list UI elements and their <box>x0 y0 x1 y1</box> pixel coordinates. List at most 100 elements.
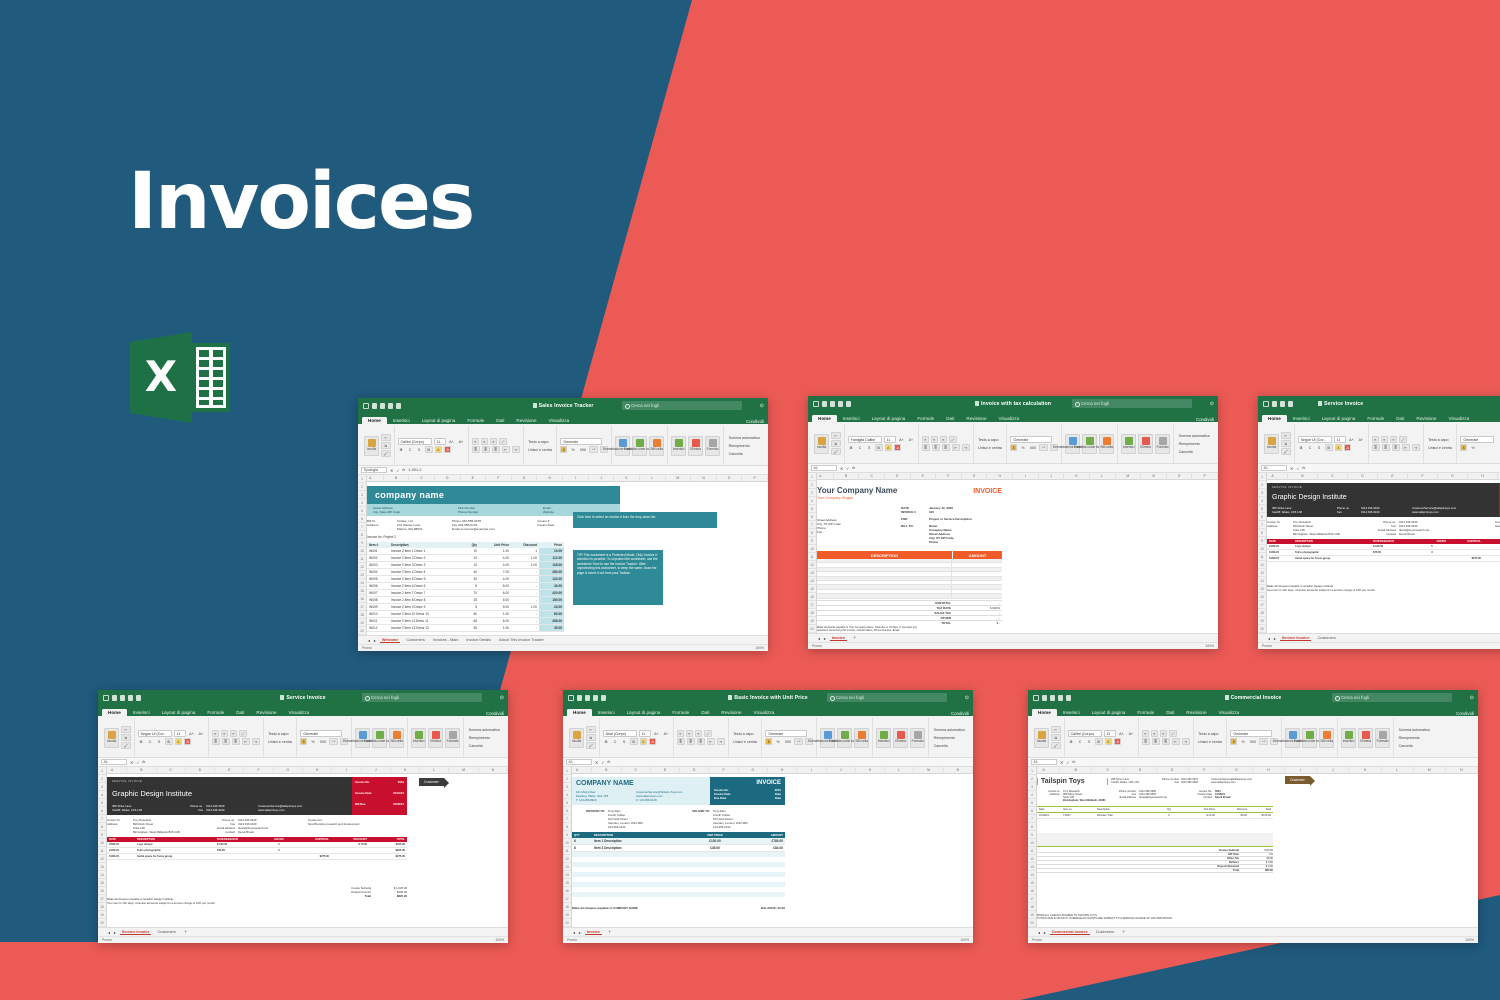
percent-button[interactable]: % <box>311 739 315 744</box>
clear-button[interactable]: Cancella <box>468 743 483 748</box>
quick-access-toolbar[interactable] <box>358 402 401 409</box>
table-row[interactable] <box>572 862 785 867</box>
table-cell[interactable] <box>295 847 331 854</box>
row-header-cell[interactable]: 6 <box>1028 807 1036 815</box>
row-header-cell[interactable]: 8 <box>808 529 816 537</box>
cut-button[interactable]: ✂ <box>831 432 841 439</box>
row-header-cell[interactable]: 17 <box>1028 895 1036 903</box>
decrease-decimal-button[interactable]: ⁻⁰ <box>339 738 349 745</box>
font-color-button[interactable]: A <box>183 738 192 745</box>
row-header-cell[interactable]: 6 <box>1258 513 1266 521</box>
insert-cells-button[interactable]: Inserisci <box>411 727 427 748</box>
confirm-formula-icon[interactable]: ✓ <box>601 760 605 765</box>
table-cell[interactable]: 1 <box>511 548 539 555</box>
row-header-cell[interactable]: 11 <box>358 555 366 563</box>
tab-insert[interactable]: Inserisci <box>842 415 860 421</box>
table-cell[interactable]: 120.00 <box>539 575 564 583</box>
table-cell[interactable]: 4.00 <box>479 561 511 569</box>
underline-button[interactable]: S <box>1087 739 1091 744</box>
row-header-cell[interactable]: 14 <box>1258 577 1266 585</box>
customize-qat-icon[interactable] <box>1066 694 1071 701</box>
row-header-cell[interactable]: 8 <box>563 823 571 831</box>
column-headers[interactable]: AB CD EF GH IJ <box>1258 473 1500 480</box>
table-cell[interactable]: $ 75.00 <box>1483 544 1500 550</box>
group-cells[interactable]: Inserisci Elimina Formato <box>1118 424 1175 463</box>
table-cell[interactable]: TS007 <box>1061 812 1095 819</box>
redo-icon[interactable] <box>1288 400 1293 407</box>
autosum-button[interactable]: Somma automatica <box>1178 433 1210 438</box>
row-header-cell[interactable]: 15 <box>808 585 816 593</box>
bold-button[interactable]: G <box>1299 445 1303 450</box>
font-size-select[interactable]: 11 <box>173 730 186 737</box>
add-sheet-icon[interactable]: ＋ <box>1122 929 1126 934</box>
merge-center-button[interactable]: Unisci e centra <box>1428 445 1452 450</box>
table-cell[interactable]: 40.00 <box>539 582 564 590</box>
underline-button[interactable]: S <box>417 447 421 452</box>
table-cell[interactable]: 5 <box>263 842 295 848</box>
align-top-button[interactable]: ≡ <box>471 438 479 445</box>
row-header-cell[interactable]: 16 <box>1028 887 1036 895</box>
row-header-cell[interactable]: 18 <box>1258 609 1266 617</box>
customize-qat-icon[interactable] <box>601 694 606 701</box>
autosum-button[interactable]: Somma automatica <box>1398 727 1430 732</box>
table-cell[interactable]: 01/01/21 <box>107 847 135 854</box>
fill-color-button[interactable]: A <box>884 444 892 451</box>
row-header-cell[interactable]: 13 <box>1028 863 1036 871</box>
row-header-cell[interactable]: 4 <box>1258 497 1266 505</box>
window-basic-invoice-unit-price[interactable]: Basic Invoice with Unit Price Cerca nei … <box>563 690 973 943</box>
row-header-cell[interactable]: 3 <box>1028 783 1036 791</box>
copy-button[interactable]: ⧉ <box>121 734 131 741</box>
increase-font-size-button[interactable]: A˄ <box>1119 731 1124 736</box>
search-input[interactable]: Cerca nei fogli <box>622 401 742 410</box>
table-row[interactable]: IN002 Invoice 2 Item 2 Descr 2 10 4.00 1.00 1… <box>367 554 564 562</box>
align-middle-button[interactable]: ≡ <box>930 436 938 443</box>
confirm-formula-icon[interactable]: ✓ <box>846 466 850 471</box>
autosave-icon[interactable] <box>103 694 109 701</box>
table-cell[interactable]: $275.00 <box>295 853 331 860</box>
window-sales-invoice-tracker[interactable]: Sales Invoice Tracker Cerca nei fogli ⊙ … <box>358 398 768 651</box>
orientation-button[interactable]: ⤢ <box>1168 730 1177 737</box>
formula-bar[interactable]: A1 ✕ ✓ fx <box>98 758 508 767</box>
orientation-button[interactable]: ⤢ <box>703 730 712 737</box>
borders-button[interactable]: ⊞ <box>874 444 883 451</box>
table-cell[interactable]: 68 <box>451 617 479 625</box>
number-format-select[interactable]: Generale <box>1010 436 1053 443</box>
row-header-cell[interactable]: 4 <box>808 497 816 505</box>
save-icon[interactable] <box>112 694 117 701</box>
format-painter-button[interactable]: 🖌 <box>1281 448 1291 455</box>
group-alignment[interactable]: ≡ ≡ ≡ ⤢ ≣ ≣ ≣ ⇤ ⇥ <box>1369 424 1424 463</box>
table-cell[interactable]: $ 75.00 <box>331 842 369 848</box>
align-top-button[interactable]: ≡ <box>921 436 929 443</box>
tab-formulas[interactable]: Formule <box>917 415 935 421</box>
name-box[interactable]: A1 <box>1031 758 1057 766</box>
tab-review[interactable]: Revisione <box>966 415 987 421</box>
table-row[interactable]: 6 Item 1 Description £130.00 £780.00 <box>572 838 785 845</box>
tab-home[interactable]: Home <box>102 708 127 716</box>
row-header-cell[interactable]: 12 <box>1028 855 1036 863</box>
row-headers[interactable]: 1234567891011121314151617181920212223242… <box>1028 767 1037 943</box>
increase-indent-button[interactable]: ⇥ <box>1411 444 1420 451</box>
table-row[interactable] <box>817 589 1002 595</box>
ribbon-tab-strip[interactable]: Home Inserisci Layout di pagina Formule … <box>563 705 973 716</box>
row-header-cell[interactable]: 10 <box>1258 545 1266 553</box>
format-cells-button[interactable]: Formato <box>910 727 926 748</box>
currency-button[interactable]: $ <box>1460 444 1468 451</box>
paste-button[interactable]: Incolla <box>104 727 119 748</box>
merge-center-button[interactable]: Unisci e centra <box>268 739 292 744</box>
decrease-decimal-button[interactable]: ⁻⁰ <box>1049 444 1059 451</box>
align-bottom-button[interactable]: ≡ <box>229 730 237 737</box>
table-cell[interactable]: 1.00 <box>511 603 539 611</box>
tab-home[interactable]: Home <box>1262 414 1287 422</box>
font-size-select[interactable]: 11 <box>1103 730 1116 737</box>
group-wrap[interactable]: Testo a capo Unisci e centra <box>1424 424 1458 463</box>
increase-font-size-button[interactable]: A˄ <box>654 731 659 736</box>
sheet-tab-bar[interactable]: ◂ ▸ Service Invoice Customers <box>1258 633 1500 642</box>
table-row[interactable] <box>817 567 1002 573</box>
row-header-cell[interactable]: 4 <box>563 791 571 799</box>
table-cell[interactable]: 10 <box>451 548 479 555</box>
align-right-button[interactable]: ≣ <box>1391 444 1400 451</box>
table-cell[interactable]: Invoice 2 Item 6 Descr 6 <box>389 582 451 590</box>
table-cell[interactable]: - <box>511 624 539 632</box>
